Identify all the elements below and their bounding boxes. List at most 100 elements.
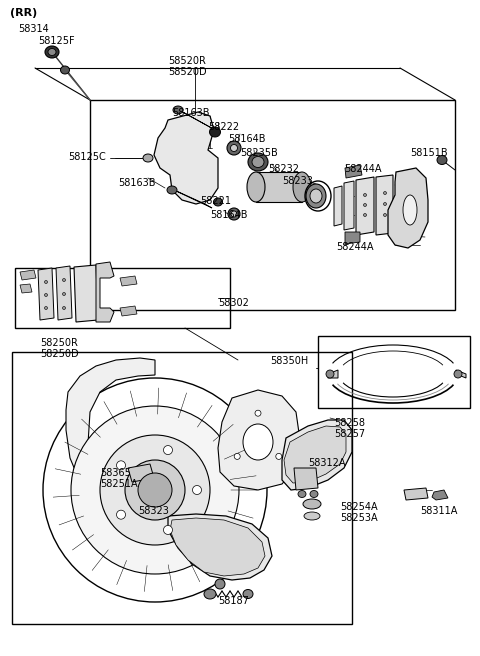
Ellipse shape <box>209 127 220 137</box>
Ellipse shape <box>117 510 126 519</box>
Ellipse shape <box>437 155 447 165</box>
Ellipse shape <box>62 293 65 295</box>
Polygon shape <box>20 284 32 293</box>
Polygon shape <box>120 306 137 316</box>
Ellipse shape <box>227 141 241 155</box>
Polygon shape <box>345 165 362 178</box>
Text: 58520R: 58520R <box>168 56 206 66</box>
Polygon shape <box>170 518 265 576</box>
Ellipse shape <box>143 154 153 162</box>
Ellipse shape <box>276 453 282 459</box>
Ellipse shape <box>62 279 65 281</box>
Polygon shape <box>256 172 302 202</box>
Ellipse shape <box>384 203 386 205</box>
Polygon shape <box>66 358 155 526</box>
Ellipse shape <box>62 306 65 310</box>
Ellipse shape <box>243 424 273 460</box>
Polygon shape <box>334 186 342 226</box>
Text: 58323: 58323 <box>138 506 169 516</box>
Text: 58250D: 58250D <box>40 349 79 359</box>
Ellipse shape <box>117 461 126 470</box>
Text: 58350H: 58350H <box>270 356 308 366</box>
Ellipse shape <box>303 499 321 509</box>
Ellipse shape <box>304 512 320 520</box>
Ellipse shape <box>71 406 239 574</box>
Ellipse shape <box>192 485 202 495</box>
Polygon shape <box>154 112 218 204</box>
Text: 58311A: 58311A <box>420 506 457 516</box>
Polygon shape <box>120 276 137 286</box>
Polygon shape <box>56 266 72 320</box>
Polygon shape <box>128 464 154 482</box>
Text: 58151B: 58151B <box>410 148 448 158</box>
Ellipse shape <box>100 435 210 545</box>
Ellipse shape <box>454 370 462 378</box>
Ellipse shape <box>45 293 48 297</box>
Ellipse shape <box>45 46 59 58</box>
Ellipse shape <box>384 213 386 216</box>
Text: 58163B: 58163B <box>118 178 156 188</box>
Ellipse shape <box>48 49 56 56</box>
Polygon shape <box>432 490 448 500</box>
Ellipse shape <box>384 192 386 194</box>
Polygon shape <box>90 100 455 310</box>
Ellipse shape <box>293 172 311 202</box>
Ellipse shape <box>363 194 367 197</box>
Text: 58187: 58187 <box>218 596 249 606</box>
Polygon shape <box>170 188 212 208</box>
Ellipse shape <box>298 491 306 497</box>
Ellipse shape <box>247 172 265 202</box>
Text: 58235B: 58235B <box>240 148 278 158</box>
Text: 58125F: 58125F <box>38 36 74 46</box>
Text: 58232: 58232 <box>268 164 299 174</box>
Ellipse shape <box>228 208 240 220</box>
Text: 58163B: 58163B <box>172 108 209 118</box>
Text: (RR): (RR) <box>10 8 37 18</box>
Ellipse shape <box>215 579 225 589</box>
Text: 58244A: 58244A <box>336 242 373 252</box>
Ellipse shape <box>248 153 268 171</box>
Polygon shape <box>404 488 428 500</box>
Text: 58365: 58365 <box>100 468 131 478</box>
Text: 58125C: 58125C <box>68 152 106 162</box>
Ellipse shape <box>306 184 326 208</box>
Polygon shape <box>74 265 98 322</box>
Ellipse shape <box>60 66 70 74</box>
Polygon shape <box>456 370 466 378</box>
Ellipse shape <box>326 370 334 378</box>
Polygon shape <box>284 426 346 483</box>
Polygon shape <box>356 177 374 235</box>
Polygon shape <box>294 468 318 490</box>
Text: 58222: 58222 <box>208 122 239 132</box>
Polygon shape <box>38 268 54 320</box>
Polygon shape <box>20 270 36 280</box>
Ellipse shape <box>164 525 172 535</box>
Text: 58244A: 58244A <box>344 164 382 174</box>
Ellipse shape <box>403 195 417 225</box>
Polygon shape <box>175 108 215 130</box>
Polygon shape <box>345 232 360 244</box>
Text: 58257: 58257 <box>334 429 365 439</box>
Ellipse shape <box>252 157 264 167</box>
Text: 58258: 58258 <box>334 418 365 428</box>
Text: 58253A: 58253A <box>340 513 378 523</box>
Ellipse shape <box>125 460 185 520</box>
Ellipse shape <box>310 189 322 203</box>
Ellipse shape <box>43 378 267 602</box>
Text: 58520D: 58520D <box>168 67 206 77</box>
Ellipse shape <box>138 473 172 507</box>
Ellipse shape <box>231 211 237 217</box>
Polygon shape <box>168 514 272 580</box>
Ellipse shape <box>45 306 48 310</box>
Polygon shape <box>282 420 352 490</box>
Polygon shape <box>218 390 300 490</box>
Ellipse shape <box>230 144 238 152</box>
Polygon shape <box>96 262 114 322</box>
Text: 58251A: 58251A <box>100 479 138 489</box>
Ellipse shape <box>164 445 172 455</box>
Ellipse shape <box>243 590 253 598</box>
Text: 58314: 58314 <box>18 24 49 34</box>
Polygon shape <box>344 181 354 230</box>
Ellipse shape <box>173 106 183 114</box>
Text: 58302: 58302 <box>218 298 249 308</box>
